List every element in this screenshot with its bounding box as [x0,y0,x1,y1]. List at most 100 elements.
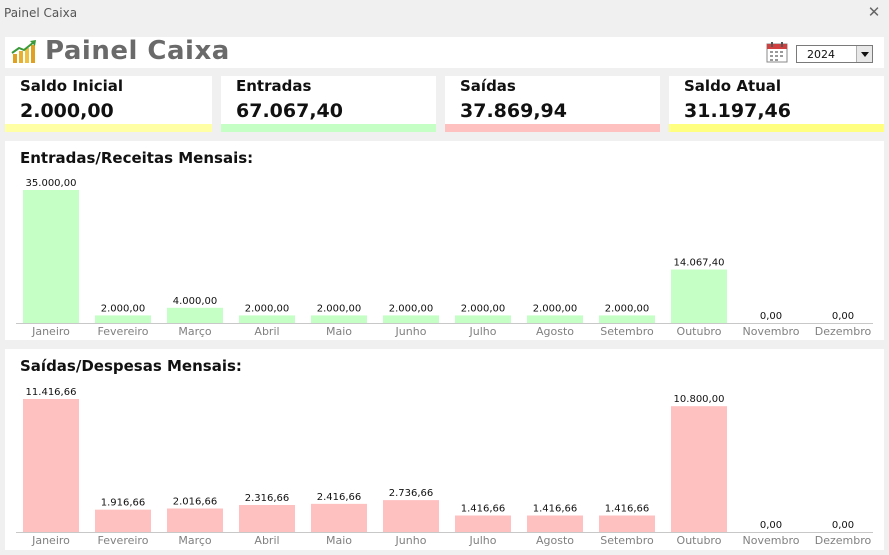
bar-março [167,307,223,323]
card-saidas: Saídas 37.869,94 [445,76,660,132]
year-select-value: 2024 [807,48,835,61]
x-tick-label: Abril [254,534,279,547]
data-label: 2.000,00 [101,303,146,314]
bar-abril [239,505,295,532]
card-value: 2.000,00 [20,100,114,122]
x-tick-label: Maio [326,534,352,547]
x-tick-label: Julho [469,534,497,547]
data-label: 1.416,66 [461,503,506,514]
bar-agosto [527,515,583,532]
data-label: 0,00 [760,520,782,531]
card-color-bar [669,124,884,132]
bar-julho [455,515,511,532]
x-tick-label: Outubro [677,534,722,547]
data-label: 11.416,66 [26,387,77,398]
data-label: 35.000,00 [26,178,77,189]
x-tick-label: Setembro [600,325,654,338]
data-label: 1.416,66 [605,503,650,514]
x-tick-label: Agosto [536,534,574,547]
x-tick-label: Outubro [677,325,722,338]
card-label: Saídas [460,77,516,95]
x-tick-label: Janeiro [31,325,70,338]
calendar-icon[interactable] [766,41,788,63]
bar-abril [239,315,295,323]
card-color-bar [445,124,660,132]
x-tick-label: Junho [395,325,427,338]
dashboard-header: Painel Caixa 2024 [5,36,884,68]
x-tick-label: Dezembro [815,325,872,338]
x-tick-label: Fevereiro [98,534,149,547]
data-label: 2.000,00 [389,303,434,314]
data-label: 0,00 [760,311,782,322]
bar-junho [383,315,439,323]
window-title: Painel Caixa [4,6,78,20]
data-label: 2.000,00 [605,303,650,314]
card-label: Entradas [236,77,312,95]
x-tick-label: Novembro [743,325,800,338]
data-label: 1.416,66 [533,503,578,514]
x-tick-label: Agosto [536,325,574,338]
x-tick-label: Janeiro [31,534,70,547]
bar-julho [455,315,511,323]
bar-janeiro [23,399,79,532]
window-titlebar: Painel Caixa ✕ [0,0,889,28]
card-color-bar [221,124,436,132]
data-label: 0,00 [832,520,854,531]
data-label: 14.067,40 [674,258,725,269]
card-saldo-inicial: Saldo Inicial 2.000,00 [5,76,212,132]
bar-setembro [599,315,655,323]
bar-maio [311,503,367,532]
data-label: 2.016,66 [173,497,218,508]
data-label: 2.000,00 [245,303,290,314]
bar-maio [311,315,367,323]
x-tick-label: Abril [254,325,279,338]
chart-panel-entradas: Entradas/Receitas Mensais: 35.000,00 Jane… [5,141,884,340]
bar-outubro [671,406,727,532]
card-saldo-atual: Saldo Atual 31.197,46 [669,76,884,132]
data-label: 10.800,00 [674,394,725,405]
bar-fevereiro [95,509,151,532]
bar-janeiro [23,190,79,323]
data-label: 2.416,66 [317,492,362,503]
data-label: 4.000,00 [173,296,218,307]
page-title: Painel Caixa [45,36,230,66]
card-entradas: Entradas 67.067,40 [221,76,436,132]
card-color-bar [5,124,212,132]
bar-junho [383,500,439,532]
data-label: 2.736,66 [389,488,434,499]
bar-março [167,508,223,532]
entradas-bar-chart: 35.000,00 Janeiro 2.000,00 Fevereiro 4.000,0… [16,178,873,338]
card-label: Saldo Inicial [20,77,124,95]
saidas-bar-chart: 11.416,66 Janeiro 1.916,66 Fevereiro 2.016,6… [16,387,873,547]
x-tick-label: Maio [326,325,352,338]
x-tick-label: Novembro [743,534,800,547]
x-tick-label: Julho [469,325,497,338]
x-tick-label: Março [178,325,212,338]
close-icon[interactable]: ✕ [867,3,881,21]
card-value: 37.869,94 [460,100,567,122]
x-tick-label: Junho [395,534,427,547]
chart-title: Saídas/Despesas Mensais: [20,357,242,375]
x-tick-label: Setembro [600,534,654,547]
chevron-down-icon[interactable] [856,46,872,62]
data-label: 2.316,66 [245,493,290,504]
year-select[interactable]: 2024 [796,45,873,63]
card-label: Saldo Atual [684,77,782,95]
chart-growth-icon [11,40,36,63]
bar-outubro [671,269,727,323]
card-value: 67.067,40 [236,100,343,122]
card-value: 31.197,46 [684,100,791,122]
bar-agosto [527,315,583,323]
data-label: 0,00 [832,311,854,322]
x-tick-label: Dezembro [815,534,872,547]
data-label: 2.000,00 [533,303,578,314]
chart-panel-saidas: Saídas/Despesas Mensais: 11.416,66 Janeir… [5,349,884,550]
x-tick-label: Março [178,534,212,547]
data-label: 2.000,00 [461,303,506,314]
data-label: 2.000,00 [317,303,362,314]
bar-fevereiro [95,315,151,323]
data-label: 1.916,66 [101,498,146,509]
chart-title: Entradas/Receitas Mensais: [20,149,254,167]
x-tick-label: Fevereiro [98,325,149,338]
bar-setembro [599,515,655,532]
